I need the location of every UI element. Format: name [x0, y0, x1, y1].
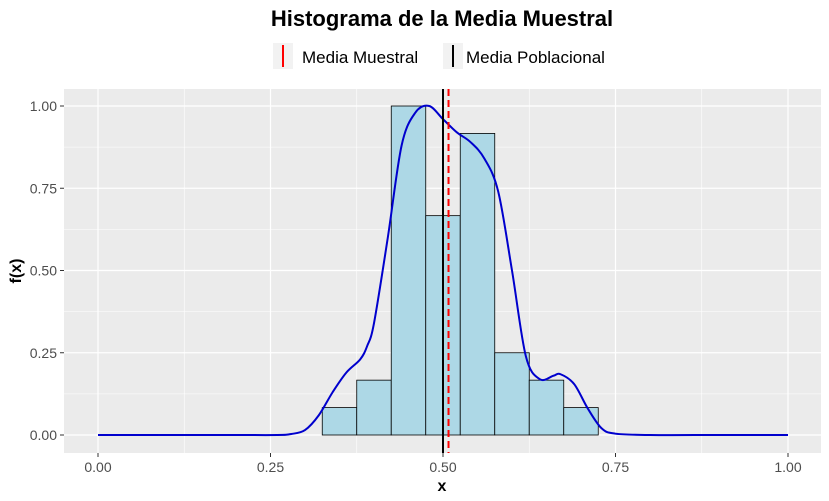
x-axis: 0.00 0.25 0.50 0.75 1.00 — [84, 453, 802, 475]
histogram-bar — [459, 133, 496, 436]
x-tick-label: 0.00 — [84, 459, 111, 475]
chart-title: Histograma de la Media Muestral — [271, 6, 613, 31]
y-tick-label: 1.00 — [30, 98, 57, 114]
histogram-bar — [563, 407, 599, 436]
legend: Media Muestral Media Poblacional — [273, 43, 605, 69]
y-axis: 0.00 0.25 0.50 0.75 1.00 — [30, 98, 64, 443]
x-tick-label: 0.50 — [429, 459, 456, 475]
histogram-bar — [321, 407, 358, 436]
legend-label-population-mean: Media Poblacional — [466, 48, 605, 67]
legend-label-sample-mean: Media Muestral — [302, 48, 418, 67]
x-tick-label: 0.25 — [257, 459, 284, 475]
x-axis-title: x — [438, 478, 447, 495]
histogram-bar — [390, 105, 427, 436]
histogram-bar — [528, 379, 565, 436]
histogram-bar — [356, 379, 392, 436]
y-tick-label: 0.00 — [30, 427, 57, 443]
y-tick-label: 0.75 — [30, 180, 57, 196]
x-tick-label: 1.00 — [774, 459, 801, 475]
y-tick-label: 0.25 — [30, 345, 57, 361]
y-tick-label: 0.50 — [30, 263, 57, 279]
x-tick-label: 0.75 — [602, 459, 629, 475]
y-axis-title: f(x) — [8, 259, 25, 284]
histogram-bar — [494, 352, 530, 436]
